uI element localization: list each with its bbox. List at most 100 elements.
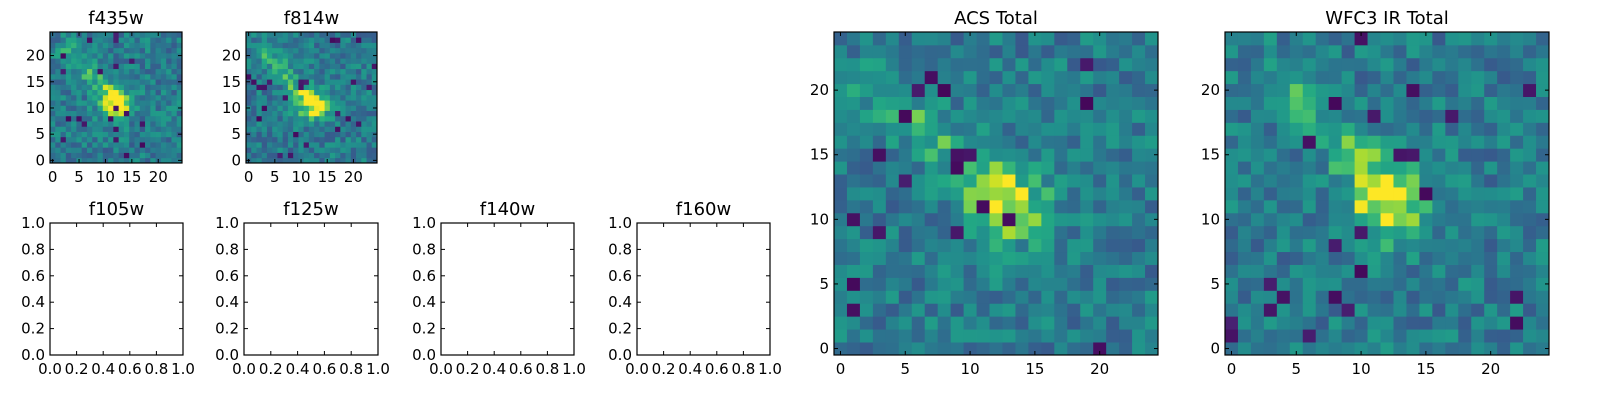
heatmap-cell: [1132, 96, 1146, 110]
heatmap-cell: [898, 277, 913, 291]
heatmap-cell: [319, 37, 325, 43]
heatmap-cell: [293, 89, 299, 96]
heatmap-cell: [176, 47, 183, 54]
heatmap-cell: [246, 110, 252, 117]
heatmap-cell: [1106, 32, 1120, 46]
heatmap-cell: [1406, 342, 1420, 356]
heatmap-cell: [1041, 264, 1055, 278]
heatmap-cell: [160, 152, 167, 159]
heatmap-cell: [329, 73, 336, 80]
heatmap-cell: [277, 42, 284, 49]
heatmap-cell: [97, 47, 104, 54]
heatmap-cell: [145, 37, 151, 43]
heatmap-cell: [1484, 83, 1498, 97]
heatmap-cell: [1406, 109, 1420, 123]
x-tick-label: 15: [1025, 360, 1044, 378]
heatmap-cell: [287, 73, 294, 80]
heatmap-cell: [1523, 96, 1537, 110]
heatmap-cell: [1145, 187, 1159, 201]
heatmap-cell: [1458, 238, 1472, 253]
heatmap-cell: [350, 142, 357, 148]
heatmap-cell: [989, 83, 1003, 97]
y-tick-label: 20: [222, 47, 241, 65]
heatmap-cell: [885, 264, 900, 278]
heatmap-cell: [102, 152, 109, 159]
heatmap-cell: [963, 212, 977, 227]
heatmap-cell: [1054, 264, 1068, 278]
heatmap-cell: [1419, 290, 1433, 304]
y-tick-label: 0: [231, 151, 241, 169]
heatmap-cell: [1132, 316, 1146, 330]
heatmap-cell: [86, 136, 93, 143]
panel-title: f125w: [283, 199, 338, 220]
heatmap-cell: [123, 52, 130, 59]
heatmap-cell: [1406, 96, 1420, 110]
heatmap-cell: [1119, 238, 1133, 253]
heatmap-cell: [251, 94, 257, 101]
heatmap-cell: [911, 329, 926, 343]
heatmap-cell: [166, 89, 172, 96]
heatmap-cell: [924, 251, 939, 265]
heatmap-cell: [166, 136, 172, 143]
heatmap-cell: [55, 100, 61, 106]
heatmap-cell: [989, 187, 1003, 201]
heatmap-cell: [834, 174, 848, 188]
heatmap-cell: [71, 100, 77, 106]
heatmap-cell: [1510, 277, 1524, 291]
heatmap-cell: [65, 73, 72, 80]
heatmap-cell: [1536, 212, 1550, 227]
heatmap-cell: [108, 73, 114, 80]
heatmap-cell: [1471, 277, 1485, 291]
heatmap-cell: [1380, 122, 1394, 136]
heatmap-cell: [924, 109, 939, 123]
heatmap-cell: [266, 136, 273, 143]
heatmap-cell: [1041, 57, 1055, 72]
heatmap-cell: [1315, 161, 1330, 175]
heatmap-cell: [1471, 342, 1485, 356]
heatmap-cell: [1080, 290, 1094, 304]
heatmap-cell: [1080, 174, 1094, 188]
heatmap-cell: [1393, 316, 1407, 330]
heatmap-cell: [1406, 303, 1420, 317]
heatmap-cell: [356, 42, 362, 49]
heatmap-cell: [287, 79, 294, 85]
heatmap-cell: [1458, 174, 1472, 188]
heatmap-cell: [145, 79, 151, 85]
heatmap-cell: [1419, 303, 1433, 317]
heatmap-cell: [1093, 251, 1107, 265]
heatmap-cell: [92, 79, 98, 85]
heatmap-cell: [1380, 277, 1394, 291]
heatmap-cell: [171, 100, 178, 106]
heatmap-cell: [287, 147, 294, 153]
heatmap-cell: [1315, 303, 1330, 317]
heatmap-cell: [166, 94, 172, 101]
heatmap-cell: [1445, 70, 1459, 85]
heatmap-cell: [1028, 290, 1042, 304]
heatmap-cell: [113, 131, 120, 138]
heatmap-cell: [976, 238, 990, 253]
heatmap-cell: [1041, 187, 1055, 201]
heatmap-cell: [314, 42, 320, 49]
heatmap-cell: [1093, 199, 1107, 214]
heatmap-cell: [356, 105, 362, 111]
heatmap-cell: [1419, 225, 1433, 240]
heatmap-cell: [340, 100, 346, 106]
heatmap-cell: [834, 290, 848, 304]
panel-4: 0.0 0.2 0.4 0.6 0.8 1.00.00.20.40.60.81.0f140…: [412, 199, 586, 378]
heatmap-cell: [1367, 135, 1381, 149]
heatmap-cell: [1028, 303, 1042, 317]
heatmap-cell: [1119, 187, 1133, 201]
heatmap-cell: [846, 238, 861, 253]
heatmap-cell: [166, 42, 172, 49]
heatmap-cell: [55, 131, 61, 138]
heatmap-cell: [1015, 187, 1029, 201]
heatmap-cell: [361, 63, 367, 70]
heatmap-cell: [113, 126, 120, 132]
heatmap-cell: [314, 147, 320, 153]
heatmap-cell: [1067, 225, 1081, 240]
heatmap-cell: [1289, 212, 1304, 227]
heatmap-cell: [361, 105, 367, 111]
x-tick-label: 0.6: [312, 360, 336, 378]
heatmap-cell: [303, 94, 310, 101]
heatmap-cell: [171, 42, 178, 49]
